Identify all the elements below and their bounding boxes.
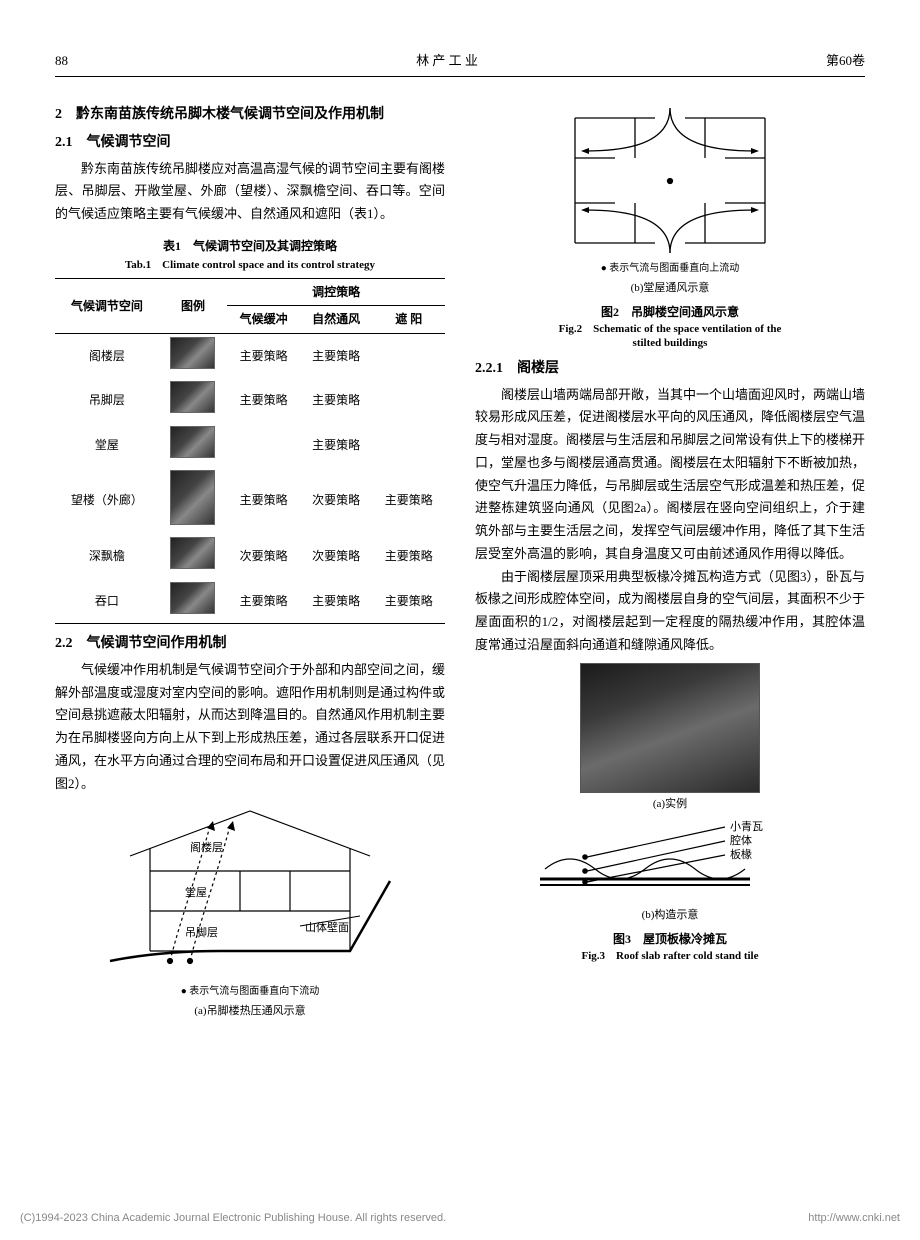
table-row-cell: 次要策略 bbox=[300, 534, 373, 578]
table-row-cell: 主要策略 bbox=[227, 378, 300, 422]
fig2a-label-attic: 阁楼层 bbox=[190, 840, 223, 854]
table-row-space: 吊脚层 bbox=[55, 378, 159, 422]
fig2a-note: ● 表示气流与图面垂直向下流动 bbox=[55, 983, 445, 1000]
fig2-caption-cn: 图2 吊脚楼空间通风示意 bbox=[475, 302, 865, 322]
paragraph-2-2-1b: 由于阁楼层屋顶采用典型板椽冷摊瓦构造方式（见图3），卧瓦与板椽之间形成腔体空间，… bbox=[475, 566, 865, 657]
example-photo-placeholder bbox=[170, 381, 215, 413]
table1-caption-en: Tab.1 Climate control space and its cont… bbox=[55, 256, 445, 275]
fig3b-label-cavity: 腔体 bbox=[730, 833, 752, 847]
example-photo-placeholder bbox=[170, 470, 215, 525]
fig2-caption-en-1: Fig.2 Schematic of the space ventilation… bbox=[475, 322, 865, 336]
figure-2a-diagram: 阁楼层 堂屋 吊脚层 山体壁面 bbox=[100, 801, 400, 981]
fig3b-sub: (b)构造示意 bbox=[475, 906, 865, 925]
heading-2-2: 2.2 气候调节空间作用机制 bbox=[55, 632, 445, 656]
figure-3b-diagram: 小青瓦 腔体 板椽 bbox=[530, 819, 810, 904]
left-column: 2 黔东南苗族传统吊脚木楼气候调节空间及作用机制 2.1 气候调节空间 黔东南苗… bbox=[55, 97, 445, 1025]
paragraph-2-2: 气候缓冲作用机制是气候调节空间介于外部和内部空间之间，缓解外部温度或湿度对室内空… bbox=[55, 659, 445, 796]
heading-2-2-1: 2.2.1 阁楼层 bbox=[475, 357, 865, 381]
table-row-cell bbox=[372, 333, 445, 378]
th-space: 气候调节空间 bbox=[55, 279, 159, 334]
th-sub-1: 自然通风 bbox=[300, 306, 373, 333]
paragraph-2-2-1a: 阁楼层山墙两端局部开敞，当其中一个山墙面迎风时，两端山墙较易形成风压差，促进阁楼… bbox=[475, 384, 865, 566]
table-row-img bbox=[159, 534, 228, 578]
figure-2b-diagram bbox=[555, 103, 785, 258]
table-row-cell: 主要策略 bbox=[372, 534, 445, 578]
table-row-cell: 主要策略 bbox=[300, 378, 373, 422]
table-row-cell: 主要策略 bbox=[372, 467, 445, 534]
fig3a-sub: (a)实例 bbox=[475, 795, 865, 814]
fig3-caption-en: Fig.3 Roof slab rafter cold stand tile bbox=[475, 949, 865, 963]
th-sub-2: 遮 阳 bbox=[372, 306, 445, 333]
table-row-cell bbox=[227, 423, 300, 467]
th-sub-0: 气候缓冲 bbox=[227, 306, 300, 333]
table-row-space: 深飘檐 bbox=[55, 534, 159, 578]
fig3b-label-rafter: 板椽 bbox=[730, 847, 752, 861]
heading-2: 2 黔东南苗族传统吊脚木楼气候调节空间及作用机制 bbox=[55, 103, 445, 127]
table-row-cell: 主要策略 bbox=[227, 579, 300, 624]
fig3a-photo bbox=[580, 663, 760, 793]
footer-url: http://www.cnki.net bbox=[808, 1209, 900, 1228]
table-row-space: 望楼（外廊） bbox=[55, 467, 159, 534]
table-row-img bbox=[159, 378, 228, 422]
table-row-cell: 主要策略 bbox=[300, 579, 373, 624]
fig2a-label-slope: 山体壁面 bbox=[305, 920, 349, 934]
th-img: 图例 bbox=[159, 279, 228, 334]
right-column: ● 表示气流与图面垂直向上流动 (b)堂屋通风示意 图2 吊脚楼空间通风示意 F… bbox=[475, 97, 865, 1025]
fig2a-sub: (a)吊脚楼热压通风示意 bbox=[55, 1002, 445, 1021]
table-row-space: 堂屋 bbox=[55, 423, 159, 467]
example-photo-placeholder bbox=[170, 537, 215, 569]
table-row-cell: 主要策略 bbox=[300, 333, 373, 378]
fig3b-label-tile: 小青瓦 bbox=[730, 820, 763, 833]
fig2-caption-en-2: stilted buildings bbox=[475, 336, 865, 350]
page-header: 88 林 产 工 业 第60卷 bbox=[55, 50, 865, 77]
table-row-cell: 主要策略 bbox=[300, 423, 373, 467]
volume: 第60卷 bbox=[826, 50, 865, 72]
table1-caption-cn: 表1 气候调节空间及其调控策略 bbox=[55, 236, 445, 256]
table-row-cell: 主要策略 bbox=[227, 333, 300, 378]
heading-2-1: 2.1 气候调节空间 bbox=[55, 131, 445, 155]
page-number: 88 bbox=[55, 50, 68, 72]
table1: 气候调节空间 图例 调控策略 气候缓冲 自然通风 遮 阳 阁楼层主要策略主要策略… bbox=[55, 278, 445, 624]
fig2a-label-hall: 堂屋 bbox=[185, 886, 207, 899]
example-photo-placeholder bbox=[170, 337, 215, 369]
two-column-layout: 2 黔东南苗族传统吊脚木楼气候调节空间及作用机制 2.1 气候调节空间 黔东南苗… bbox=[55, 97, 865, 1025]
fig3-caption-cn: 图3 屋顶板椽冷摊瓦 bbox=[475, 929, 865, 949]
table-row-cell: 主要策略 bbox=[227, 467, 300, 534]
table-row-cell bbox=[372, 378, 445, 422]
paragraph-2-1: 黔东南苗族传统吊脚楼应对高温高湿气候的调节空间主要有阁楼层、吊脚层、开敞堂屋、外… bbox=[55, 158, 445, 226]
table-row-space: 吞口 bbox=[55, 579, 159, 624]
fig2a-label-stilt: 吊脚层 bbox=[185, 925, 218, 939]
table-row-cell bbox=[372, 423, 445, 467]
example-photo-placeholder bbox=[170, 582, 215, 614]
page-footer: (C)1994-2023 China Academic Journal Elec… bbox=[20, 1209, 900, 1228]
th-strategy: 调控策略 bbox=[227, 279, 445, 306]
table-row-img bbox=[159, 467, 228, 534]
fig2b-note: ● 表示气流与图面垂直向上流动 bbox=[475, 260, 865, 277]
table-row-space: 阁楼层 bbox=[55, 333, 159, 378]
journal-title: 林 产 工 业 bbox=[416, 50, 478, 72]
table-row-cell: 次要策略 bbox=[300, 467, 373, 534]
example-photo-placeholder bbox=[170, 426, 215, 458]
table-row-cell: 主要策略 bbox=[372, 579, 445, 624]
table-row-img bbox=[159, 333, 228, 378]
footer-copyright: (C)1994-2023 China Academic Journal Elec… bbox=[20, 1209, 446, 1228]
table-row-cell: 次要策略 bbox=[227, 534, 300, 578]
table-row-img bbox=[159, 579, 228, 624]
table-row-img bbox=[159, 423, 228, 467]
fig2b-sub: (b)堂屋通风示意 bbox=[475, 279, 865, 298]
